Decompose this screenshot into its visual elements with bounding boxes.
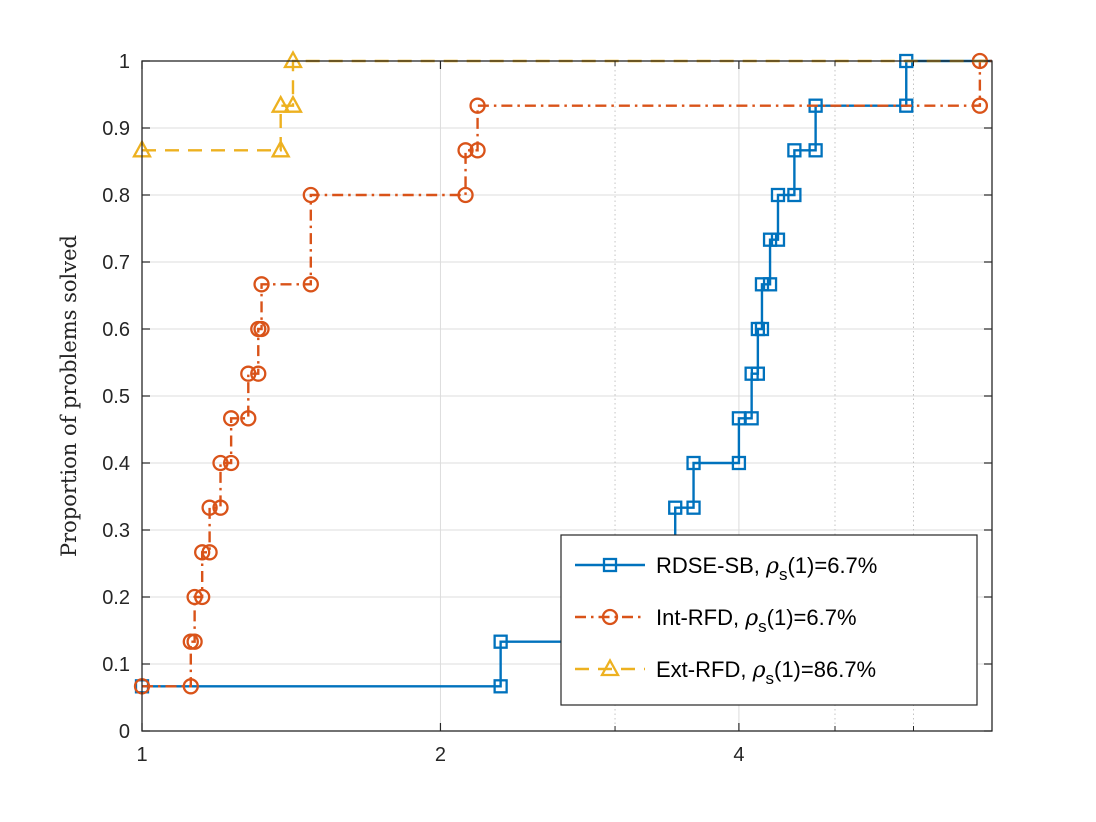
data-point-marker xyxy=(186,633,203,650)
data-point-marker xyxy=(212,454,229,472)
legend-entry-ext-rfd: Ext-RFD, ρs(1)=86.7% xyxy=(575,657,876,688)
y-axis-label: Proportion of problems solved xyxy=(57,235,81,557)
data-point-marker xyxy=(457,142,474,159)
y-tick-label: 0 xyxy=(119,721,130,743)
y-tick-label: 0.3 xyxy=(102,520,130,542)
y-tick-label: 0.9 xyxy=(102,118,130,140)
data-point-marker xyxy=(744,411,759,426)
y-tick-label: 0.2 xyxy=(102,587,130,609)
legend-marker xyxy=(601,608,619,626)
data-point-marker xyxy=(270,139,291,158)
data-point-marker xyxy=(253,320,270,338)
data-point-marker xyxy=(493,679,508,694)
data-point-marker xyxy=(302,276,319,293)
y-tick-label: 0.5 xyxy=(102,386,130,408)
data-point-marker xyxy=(754,277,770,292)
data-point-marker xyxy=(787,143,802,158)
legend-marker xyxy=(602,557,618,573)
series-line xyxy=(142,59,992,688)
data-point-marker xyxy=(250,365,267,382)
data-point-marker xyxy=(240,410,257,427)
data-point-marker xyxy=(194,588,211,606)
data-point-marker xyxy=(731,455,747,471)
data-point-marker xyxy=(270,94,291,113)
legend-entry-rdse-sb: RDSE-SB, ρs(1)=6.7% xyxy=(575,553,877,584)
data-point-marker xyxy=(194,544,211,561)
data-point-marker xyxy=(762,277,778,292)
data-point-marker xyxy=(469,142,486,159)
data-point-marker xyxy=(222,410,240,427)
data-point-marker xyxy=(457,186,474,204)
data-point-marker xyxy=(971,97,989,114)
y-tick-label: 0.4 xyxy=(102,453,130,475)
data-point-marker xyxy=(899,98,914,113)
data-point-marker xyxy=(222,454,240,472)
data-point-marker xyxy=(686,500,701,515)
data-point-marker xyxy=(212,499,229,516)
legend: RDSE-SB, ρs(1)=6.7% Int-RFD, ρs(1)=6.7% Ex… xyxy=(560,534,978,706)
data-point-marker xyxy=(493,634,508,649)
data-point-marker xyxy=(186,588,203,606)
data-point-marker xyxy=(770,187,786,203)
legend-entry-int-rfd: Int-RFD, ρs(1)=6.7% xyxy=(575,605,857,636)
series-group xyxy=(132,50,992,695)
legend-label: RDSE-SB, ρs(1)=6.7% xyxy=(656,553,877,584)
data-point-marker xyxy=(686,455,701,471)
series-line xyxy=(142,59,992,688)
data-point-marker xyxy=(787,187,802,203)
data-point-marker xyxy=(201,544,218,561)
x-tick-label: 1 xyxy=(136,744,147,766)
data-point-marker xyxy=(808,143,823,158)
data-point-marker xyxy=(182,678,199,695)
y-tick-label: 1 xyxy=(119,51,130,73)
y-tick-label: 0.8 xyxy=(102,185,130,207)
y-tick-label: 0.7 xyxy=(102,252,130,274)
x-tick-label: 2 xyxy=(435,744,446,766)
data-point-marker xyxy=(469,97,486,114)
data-point-marker xyxy=(668,500,683,515)
legend-box xyxy=(560,534,978,706)
legend-label: Ext-RFD, ρs(1)=86.7% xyxy=(656,657,876,688)
data-point-marker xyxy=(770,232,786,247)
data-point-marker xyxy=(302,186,319,204)
y-tick-label: 0.1 xyxy=(102,654,130,676)
data-point-marker xyxy=(762,232,778,247)
data-point-marker xyxy=(283,94,303,113)
data-point-marker xyxy=(283,50,303,69)
legend-label: Int-RFD, ρs(1)=6.7% xyxy=(656,605,857,636)
legend-marker xyxy=(600,658,620,677)
series-rdse-sb xyxy=(134,53,992,694)
x-tick-label: 4 xyxy=(733,744,744,766)
data-point-marker xyxy=(240,365,257,382)
data-point-marker xyxy=(750,366,766,381)
data-point-marker xyxy=(754,321,770,337)
y-tick-label: 0.6 xyxy=(102,319,130,341)
ticks: 0 0.1 0.2 0.3 0.4 0.5 0.6 0.7 0.8 0.9 1 1 2 4 xyxy=(102,51,992,766)
data-point-marker xyxy=(253,276,270,293)
data-point-marker xyxy=(201,499,218,516)
